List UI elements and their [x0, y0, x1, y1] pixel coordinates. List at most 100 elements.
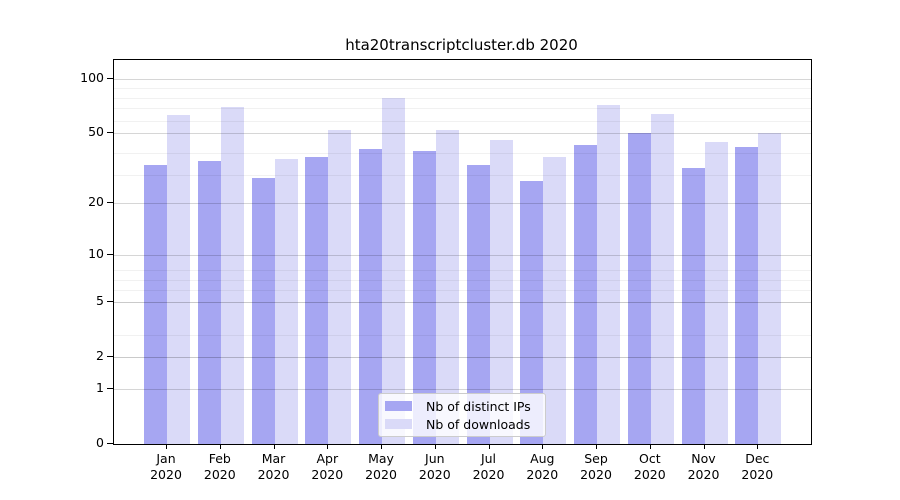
y-axis-tick	[107, 132, 113, 134]
y-axis-tick	[107, 202, 113, 204]
minor-gridline	[114, 152, 811, 154]
minor-gridline	[114, 120, 811, 122]
bar-downloads-jun	[435, 130, 459, 444]
bar-ips-jan	[144, 165, 167, 444]
x-axis-tick	[488, 444, 490, 449]
minor-gridline	[114, 334, 811, 336]
y-axis-tick-label: 20	[88, 194, 104, 210]
x-axis-tick-label: Jun 2020	[405, 451, 465, 483]
minor-gridline	[114, 302, 811, 304]
x-axis-tick	[542, 444, 544, 449]
y-axis-tick	[107, 388, 113, 390]
plot-area: Nb of distinct IPs Nb of downloads	[113, 59, 812, 445]
x-axis-tick-label: Oct 2020	[620, 451, 680, 483]
x-axis-tick-year: 2020	[311, 467, 344, 482]
x-axis-tick-year: 2020	[150, 467, 182, 482]
x-axis-tick-label: May 2020	[351, 451, 411, 483]
downloads-swatch	[385, 419, 412, 429]
bar-ips-aug	[520, 180, 544, 444]
y-axis-tick-label: 10	[88, 245, 104, 261]
x-axis-tick	[596, 444, 597, 449]
x-axis-tick	[757, 444, 759, 449]
x-axis-tick-year: 2020	[741, 467, 774, 482]
major-gridline	[114, 133, 811, 135]
bar-ips-apr	[305, 156, 329, 444]
legend-row-distinct-ips: Nb of distinct IPs	[385, 399, 545, 414]
legend-row-downloads: Nb of downloads	[385, 417, 545, 432]
x-axis-tick	[219, 444, 221, 449]
x-axis-tick-year: 2020	[472, 467, 505, 482]
x-axis-tick-year: 2020	[257, 467, 290, 482]
y-axis-tick-label: 2	[96, 348, 104, 364]
x-axis-tick-label: Feb 2020	[190, 451, 250, 483]
x-axis-tick-year: 2020	[633, 467, 666, 482]
major-gridline	[114, 79, 811, 81]
x-axis-tick-label: Nov 2020	[674, 451, 734, 483]
bar-downloads-nov	[704, 141, 728, 444]
x-axis-tick	[381, 444, 382, 449]
major-gridline	[114, 254, 811, 256]
minor-gridline	[114, 88, 811, 90]
x-axis-tick-year: 2020	[526, 467, 559, 482]
minor-gridline	[114, 290, 811, 292]
bar-ips-oct	[627, 133, 651, 444]
chart-title: hta20transcriptcluster.db 2020	[345, 36, 578, 54]
x-axis-tick-label: Aug 2020	[512, 451, 572, 483]
y-axis-tick	[107, 253, 113, 255]
y-axis-tick-label: 50	[88, 124, 104, 140]
bar-downloads-feb	[220, 107, 244, 444]
bar-ips-feb	[197, 160, 221, 444]
x-axis-tick-year: 2020	[203, 467, 236, 482]
x-axis-tick-label: Sep 2020	[566, 451, 626, 483]
x-axis-tick	[273, 444, 275, 449]
y-axis-tick-label: 0	[96, 435, 104, 450]
bar-downloads-dec	[758, 133, 782, 444]
y-axis-tick-label: 5	[96, 293, 104, 309]
x-axis-tick	[649, 444, 651, 449]
major-gridline	[114, 302, 811, 304]
downloads-label: Nb of downloads	[426, 416, 531, 432]
minor-gridline	[114, 108, 811, 110]
y-axis-tick-label: 100	[80, 70, 104, 86]
x-axis-tick-year: 2020	[580, 467, 612, 482]
x-axis-tick-label: Mar 2020	[244, 451, 304, 483]
x-axis-tick	[327, 444, 329, 449]
distinct-ips-swatch	[385, 401, 412, 411]
bar-downloads-apr	[328, 130, 352, 444]
bar-ips-mar	[251, 177, 275, 444]
bar-downloads-may	[382, 97, 405, 444]
bar-ips-jul	[466, 165, 490, 444]
minor-gridline	[114, 97, 811, 99]
bar-ips-sep	[574, 145, 597, 444]
distinct-ips-label: Nb of distinct IPs	[426, 398, 531, 414]
legend: Nb of distinct IPs Nb of downloads	[378, 393, 546, 437]
y-axis-tick	[107, 356, 113, 358]
y-axis-tick	[107, 78, 113, 80]
y-axis-tick	[107, 301, 113, 303]
bar-ips-dec	[735, 146, 759, 444]
x-axis-tick-year: 2020	[687, 467, 720, 482]
x-axis-tick	[703, 444, 705, 449]
bar-downloads-aug	[543, 156, 567, 444]
x-axis-tick-year: 2020	[418, 467, 451, 482]
minor-gridline	[114, 357, 811, 359]
major-gridline	[114, 389, 811, 391]
major-gridline	[114, 203, 811, 205]
bar-downloads-jan	[167, 115, 190, 444]
bar-ips-nov	[681, 167, 705, 444]
bar-downloads-sep	[597, 105, 620, 444]
x-axis-tick-label: Apr 2020	[297, 451, 357, 483]
minor-gridline	[114, 279, 811, 281]
x-axis-tick-label: Dec 2020	[727, 451, 787, 483]
major-gridline	[114, 357, 811, 359]
minor-gridline	[114, 175, 811, 177]
x-axis-tick-label: Jul 2020	[459, 451, 519, 483]
bar-ips-may	[359, 148, 382, 444]
x-axis-tick-label: Jan 2020	[136, 451, 196, 483]
minor-gridline	[114, 270, 811, 272]
x-axis-tick	[166, 444, 167, 449]
bar-downloads-mar	[274, 158, 298, 444]
y-axis-tick-label: 1	[96, 380, 104, 396]
bar-ips-jun	[412, 150, 436, 444]
bar-downloads-jul	[489, 139, 513, 444]
